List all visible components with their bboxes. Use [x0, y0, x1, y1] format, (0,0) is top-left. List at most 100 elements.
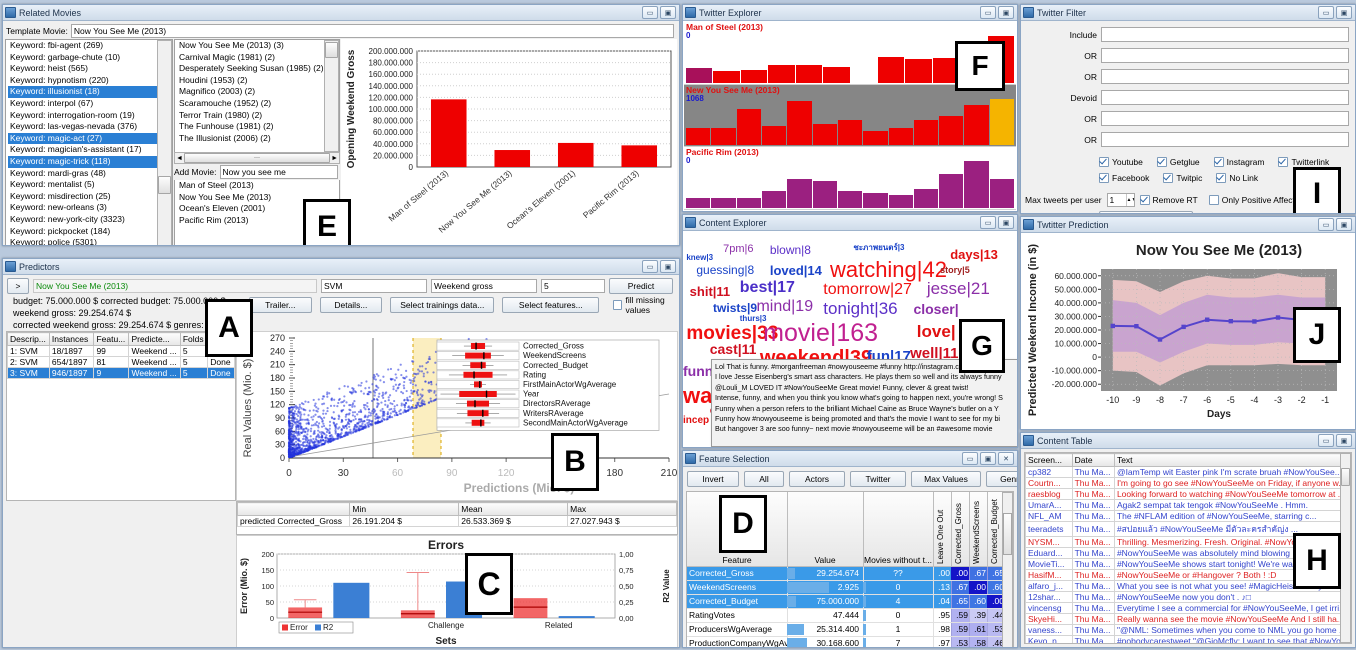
- cloud-word[interactable]: knew|3: [686, 253, 714, 262]
- folds-input[interactable]: 5: [541, 279, 605, 293]
- cloud-word[interactable]: mind|19: [756, 298, 814, 315]
- close-icon[interactable]: ✕: [998, 452, 1014, 465]
- window-buttons[interactable]: ▭ ▣: [1318, 218, 1353, 231]
- minimize-icon[interactable]: ▭: [642, 6, 658, 19]
- filter-checkbox[interactable]: [1099, 173, 1109, 183]
- filter-row-input[interactable]: [1101, 69, 1349, 84]
- minimize-icon[interactable]: ▭: [980, 216, 996, 229]
- feature-filter-button[interactable]: Max Values: [911, 471, 981, 487]
- histogram-bar[interactable]: [768, 65, 795, 83]
- predictors-col-header[interactable]: Featu...: [93, 332, 130, 346]
- feature-corr-header[interactable]: Corrected_Gross: [951, 492, 970, 566]
- window-content-explorer[interactable]: Content Explorer ▭ ▣ knew|3 7pm|6 blown|8 ช…: [682, 214, 1018, 448]
- histogram-bar[interactable]: [812, 124, 837, 146]
- window-buttons[interactable]: ▭ ▣: [642, 6, 677, 19]
- filter-checkbox[interactable]: [1213, 157, 1224, 167]
- feature-corr-header[interactable]: Leave One Out: [933, 492, 952, 566]
- histogram-bar[interactable]: [736, 198, 761, 209]
- histogram-bar[interactable]: [823, 67, 850, 83]
- minimize-icon[interactable]: ▭: [1318, 434, 1334, 447]
- feature-corr-header[interactable]: WeekendScreens: [969, 492, 988, 566]
- histogram-bar[interactable]: [711, 198, 736, 209]
- feature-filter-button[interactable]: Invert: [687, 471, 739, 487]
- related-matches-list[interactable]: Now You See Me (2013) (3) Carnival Magic …: [174, 39, 340, 153]
- match-item[interactable]: Carnival Magic (1981) (2): [179, 51, 275, 62]
- histogram-bar[interactable]: [795, 64, 823, 83]
- table-row[interactable]: 3: SVM 946/1897 9 Weekend ... 5 Done: [7, 367, 235, 379]
- cloud-word[interactable]: loved|14: [769, 263, 822, 278]
- cloud-word[interactable]: movies|33: [686, 323, 779, 344]
- maximize-icon[interactable]: ▣: [660, 6, 676, 19]
- keyword-item[interactable]: Keyword: garbage-chute (10): [10, 51, 121, 62]
- histogram-bar[interactable]: [863, 193, 888, 209]
- movie-tweet-histogram[interactable]: New You See Me (2013) 1068: [684, 84, 1016, 148]
- cloud-word[interactable]: guessing|8: [696, 263, 755, 277]
- keyword-item[interactable]: Keyword: illusionist (18): [8, 86, 161, 98]
- cloud-word[interactable]: days|13: [950, 247, 998, 262]
- select-training-data-button[interactable]: Select trainings data...: [390, 297, 495, 313]
- match-item[interactable]: Now You See Me (2013) (3): [179, 40, 284, 50]
- feature-row[interactable]: ProductionCompanyWgAver...30.168.6007.97…: [687, 637, 1013, 647]
- histogram-bar[interactable]: [711, 128, 736, 146]
- histogram-bar[interactable]: [761, 126, 787, 146]
- titlebar-related-movies[interactable]: Related Movies ▭ ▣: [3, 5, 679, 21]
- arrow-right-icon[interactable]: ►: [331, 154, 338, 162]
- histogram-bar[interactable]: [837, 119, 863, 146]
- histogram-bar[interactable]: [787, 100, 812, 146]
- feature-filter-button[interactable]: Actors: [789, 471, 845, 487]
- titlebar-content-table[interactable]: Content Table ▭ ▣: [1021, 433, 1355, 449]
- cloud-word[interactable]: watching|42: [829, 257, 947, 282]
- table-row[interactable]: teeradets Thu Ma... #สปอยแล้ว #NowYouSeeMe…: [1025, 521, 1351, 537]
- keyword-item[interactable]: Keyword: mentalist (5): [10, 179, 95, 190]
- keyword-item[interactable]: Keyword: fbi-agent (269): [10, 40, 104, 50]
- predictors-col-header[interactable]: Descrip...: [7, 332, 50, 346]
- matches-hscrollbar[interactable]: ◄ ··· ►: [174, 152, 340, 164]
- model-dropdown[interactable]: SVM: [321, 279, 427, 293]
- table-row[interactable]: 2: SVM 654/1897 81 Weekend ... 5 Done: [7, 356, 235, 368]
- cloud-word[interactable]: love|: [916, 322, 956, 341]
- titlebar-twitter-prediction[interactable]: Twtitter Prediction ▭ ▣: [1021, 217, 1355, 233]
- cloud-word[interactable]: tonight|36: [823, 299, 898, 318]
- histogram-bar[interactable]: [964, 161, 989, 209]
- twitter-explorer-body[interactable]: Man of Steel (2013) 0 New You See Me (2013…: [683, 21, 1017, 211]
- target-dropdown[interactable]: Weekend gross: [431, 279, 537, 293]
- feature-col-header[interactable]: Value: [787, 492, 864, 566]
- cloud-word[interactable]: blown|8: [769, 243, 811, 257]
- table-row[interactable]: vincensg Thu Ma... Everytime I see a comme…: [1025, 602, 1351, 614]
- histogram-bar[interactable]: [787, 178, 812, 209]
- histogram-bar[interactable]: [877, 56, 905, 83]
- keyword-item[interactable]: Keyword: magic-trick (118): [8, 155, 161, 168]
- titlebar-feature-selection[interactable]: Feature Selection ▭ ▣ ✕: [683, 451, 1017, 467]
- predictors-col-header[interactable]: Predicte...: [128, 332, 181, 346]
- fill-missing-values-checkbox[interactable]: [613, 300, 623, 310]
- maximize-icon[interactable]: ▣: [1336, 434, 1352, 447]
- titlebar-twitter-explorer[interactable]: Twitter Explorer ▭ ▣: [683, 5, 1017, 21]
- filter-checkbox[interactable]: [1216, 173, 1227, 183]
- table-row[interactable]: cp382 Thu Ma... @IamTemp wit Easter pink I…: [1025, 466, 1351, 478]
- matches-scrollbar[interactable]: [324, 40, 339, 152]
- cloud-word[interactable]: 7pm|6: [723, 243, 754, 255]
- filter-checkbox[interactable]: [1163, 173, 1174, 183]
- select-features-button[interactable]: Select features...: [502, 297, 600, 313]
- movie-tweet-histogram[interactable]: Pacific Rim (2013) 0: [684, 147, 1016, 211]
- titlebar-content-explorer[interactable]: Content Explorer ▭ ▣: [683, 215, 1017, 231]
- cloud-word[interactable]: incep: [683, 415, 710, 426]
- cloud-word[interactable]: movie|163: [763, 319, 879, 347]
- table-row[interactable]: UmarA... Thu Ma... Agak2 sempat tak tengok…: [1025, 499, 1351, 511]
- remove-rt-checkbox[interactable]: [1139, 195, 1150, 205]
- match-item[interactable]: Desperately Seeking Susan (1985) (2): [179, 63, 324, 74]
- feature-col-header[interactable]: Feature: [687, 492, 788, 566]
- match-item[interactable]: Scaramouche (1952) (2): [179, 97, 272, 108]
- table-row[interactable]: NFL_AM Thu Ma... The #NFLAM edition of #No…: [1025, 510, 1351, 522]
- window-feature-selection[interactable]: Feature Selection ▭ ▣ ✕ Invert All Actors T…: [682, 450, 1018, 648]
- cloud-word[interactable]: jesse|21: [926, 279, 990, 298]
- feature-filter-button[interactable]: All: [744, 471, 784, 487]
- histogram-bar[interactable]: [989, 98, 1015, 146]
- table-row[interactable]: HasifM... Thu Ma... #NowYouSeeMe or #Hango…: [1025, 569, 1351, 581]
- predictors-col-header[interactable]: Folds: [179, 332, 209, 346]
- titlebar-predictors[interactable]: Predictors ▭ ▣: [3, 259, 679, 275]
- histogram-bar[interactable]: [686, 198, 711, 209]
- maximize-icon[interactable]: ▣: [1336, 218, 1352, 231]
